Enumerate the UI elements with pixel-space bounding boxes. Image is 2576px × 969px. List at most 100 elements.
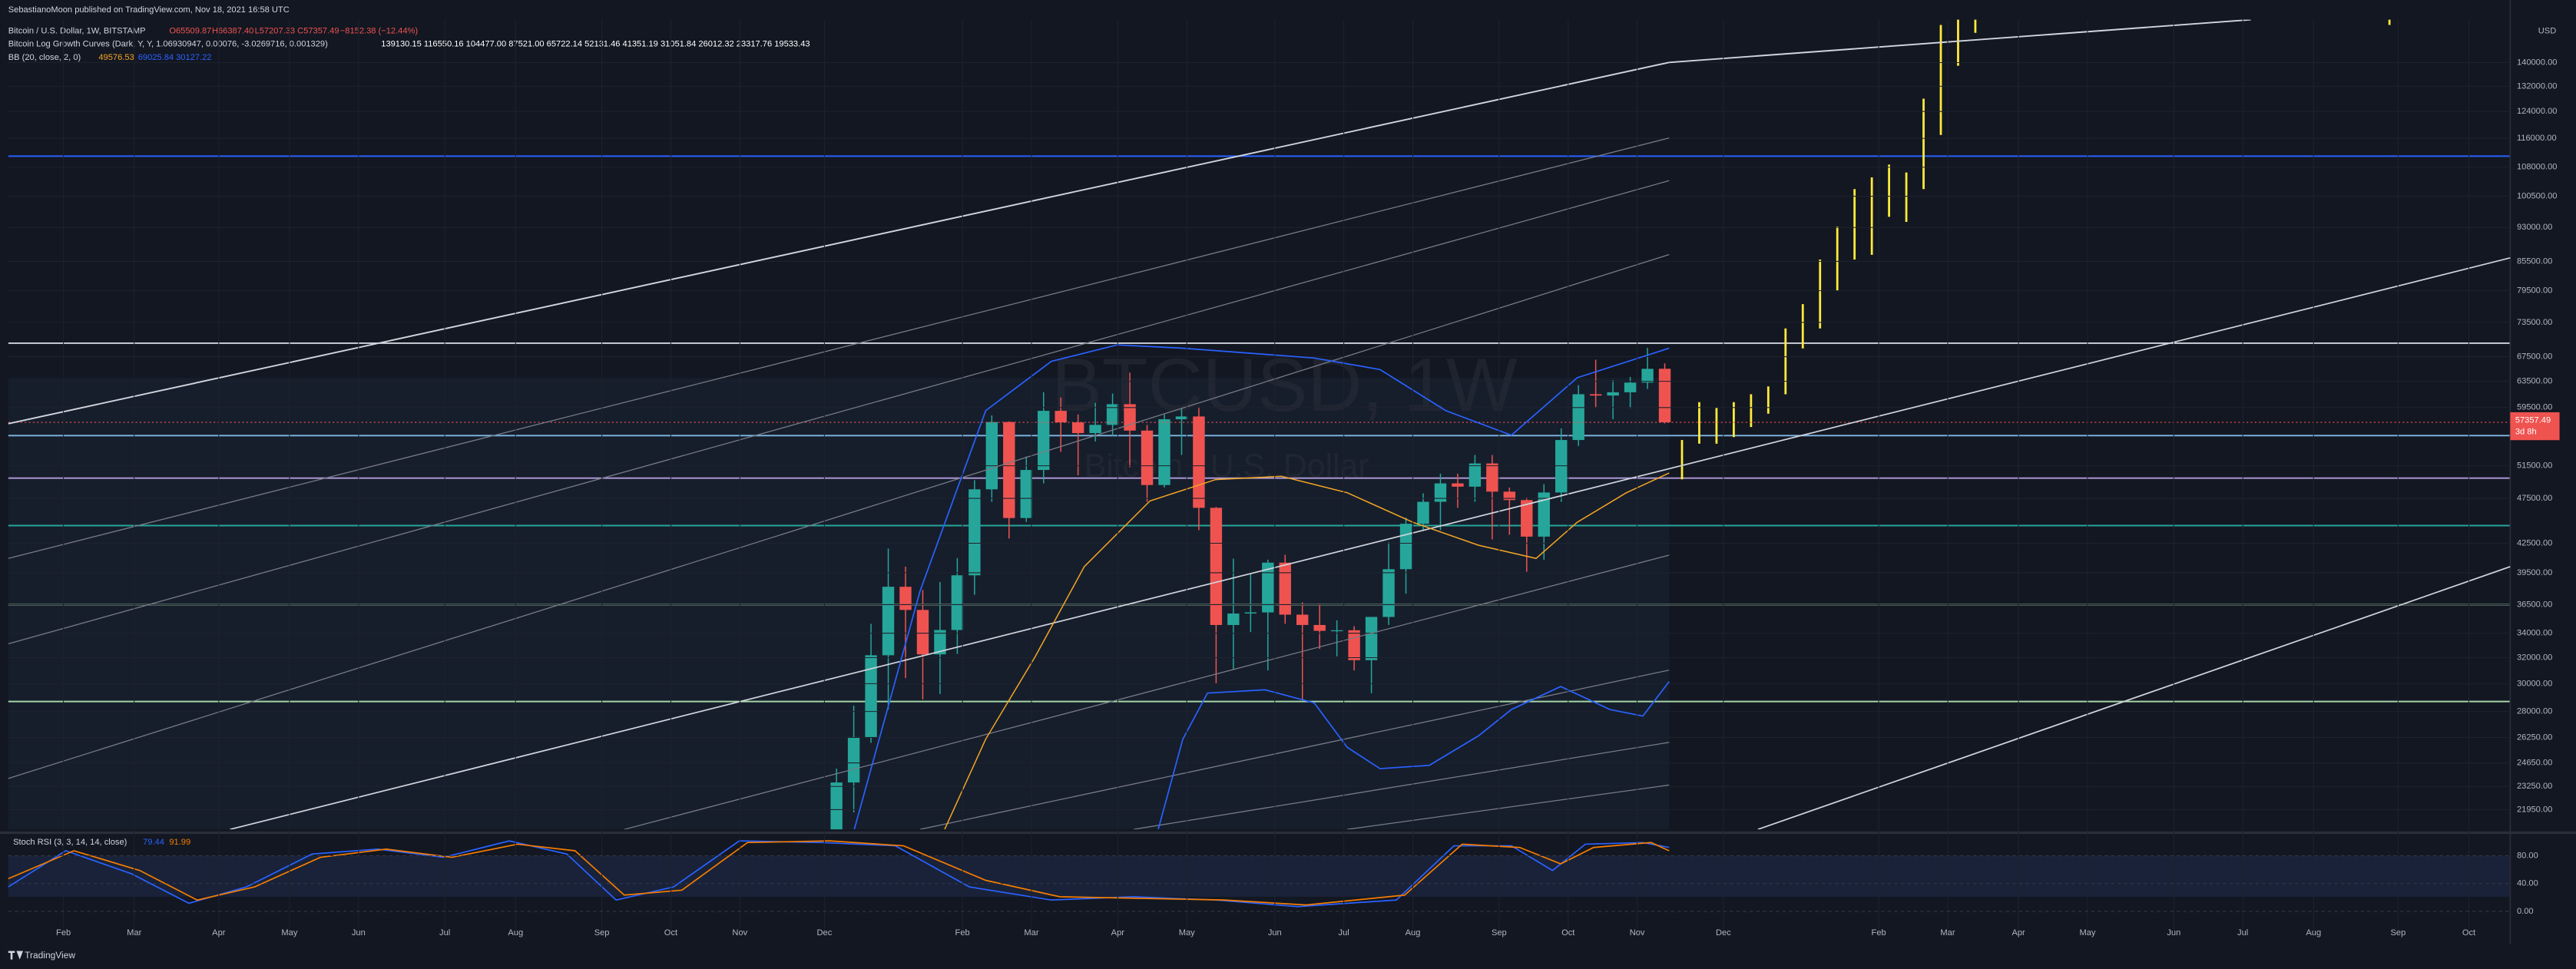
candle-body: [1262, 562, 1274, 613]
y-tick-label: 124000.00: [2517, 107, 2558, 116]
candle-body: [865, 655, 877, 737]
candle-body: [934, 630, 946, 655]
candle-body: [1296, 614, 1309, 625]
x-tick-label: Aug: [1406, 928, 1421, 938]
candle-body: [899, 587, 912, 610]
x-tick-label: Mar: [127, 928, 141, 938]
x-tick-label: Aug: [2306, 928, 2321, 938]
ohlc-close: C57357.49: [297, 27, 339, 36]
y-tick-label: 108000.00: [2517, 163, 2558, 172]
candle-body: [1020, 470, 1032, 518]
y-tick-label: 28000.00: [2517, 707, 2552, 716]
candle-body: [1624, 382, 1637, 392]
projection-area: [8, 377, 1670, 830]
x-tick-label: Feb: [56, 928, 71, 938]
y-tick-label: 21950.00: [2517, 805, 2552, 814]
x-tick-label: Oct: [2462, 928, 2475, 938]
curve-line: [8, 180, 1670, 645]
price-label-box: [2510, 412, 2560, 441]
y-tick-label: 132000.00: [2517, 81, 2558, 91]
x-tick-label: Dec: [817, 928, 833, 938]
candle-body: [1210, 508, 1223, 625]
trend-line: [230, 256, 2511, 830]
footer-brand: TradingView: [25, 950, 75, 961]
x-tick-label: Feb: [1872, 928, 1886, 938]
rsi-tick-label: 0.00: [2517, 907, 2534, 916]
trend-line: [1757, 566, 2511, 830]
price-label: 57357.49: [2515, 416, 2551, 425]
candle-body: [1365, 617, 1378, 660]
x-tick-label: Sep: [1492, 928, 1507, 938]
candle-body: [1399, 524, 1412, 570]
y-tick-label: 23250.00: [2517, 782, 2552, 791]
rsi-k-value: 79.44: [143, 838, 164, 847]
candle-body: [1089, 425, 1101, 434]
curve-line: [624, 554, 1670, 830]
candle-body: [1038, 411, 1050, 471]
x-tick-label: Apr: [2011, 928, 2025, 938]
candle-body: [1313, 624, 1326, 631]
x-tick-label: Jul: [2237, 928, 2248, 938]
x-tick-label: Jul: [1339, 928, 1349, 938]
x-tick-label: Oct: [664, 928, 677, 938]
bb-lower: [1157, 681, 1670, 830]
x-tick-label: May: [2079, 928, 2095, 938]
candle-body: [830, 782, 843, 830]
y-tick-label: 79500.00: [2517, 286, 2552, 296]
y-tick-label: 67500.00: [2517, 352, 2552, 361]
candle-body: [1521, 500, 1533, 537]
candle-body: [1382, 569, 1395, 617]
candle-body: [1572, 394, 1584, 441]
y-tick-label: 34000.00: [2517, 629, 2552, 638]
x-tick-label: Apr: [212, 928, 226, 938]
candle-body: [1641, 369, 1654, 383]
y-tick-label: 63500.00: [2517, 377, 2552, 386]
rsi-tick-label: 80.00: [2517, 851, 2538, 860]
x-tick-label: Nov: [732, 928, 747, 938]
y-tick-label: 47500.00: [2517, 494, 2552, 503]
plot: [8, 19, 2511, 830]
candle-body: [1417, 501, 1429, 524]
candle-body: [1452, 483, 1464, 487]
ohlc-open: O65509.87: [169, 27, 211, 36]
x-tick-label: Dec: [1716, 928, 1731, 938]
bb-upper: [853, 344, 1670, 830]
candle-body: [882, 587, 895, 656]
candle-body: [916, 610, 929, 655]
candle-body: [1141, 430, 1154, 485]
curve-line: [1346, 784, 1670, 830]
y-tick-label: 42500.00: [2517, 538, 2552, 547]
stoch-d: [8, 840, 1670, 906]
x-tick-label: Mar: [1940, 928, 1955, 938]
candle-body: [1658, 369, 1671, 423]
rsi-tick-label: 40.00: [2517, 879, 2538, 888]
x-tick-label: May: [281, 928, 297, 938]
candle-body: [1589, 394, 1602, 396]
ohlc-change: −8152.38 (−12.44%): [340, 27, 419, 36]
y-tick-label: 32000.00: [2517, 653, 2552, 662]
footer: [0, 944, 2576, 969]
x-tick-label: Jun: [1268, 928, 1282, 938]
x-tick-label: Jun: [2167, 928, 2180, 938]
candle-body: [1175, 416, 1188, 420]
x-tick-label: Mar: [1024, 928, 1038, 938]
candle-body: [847, 736, 860, 783]
bb-basis: [944, 472, 1670, 830]
currency: USD: [2538, 27, 2556, 36]
curve-line: [919, 670, 1670, 830]
indicator-label: Bitcoin Log Growth Curves (Dark, Y, Y, 1…: [8, 40, 328, 49]
x-tick-label: Aug: [508, 928, 523, 938]
y-tick-label: 39500.00: [2517, 568, 2552, 577]
candle-body: [1227, 613, 1240, 625]
y-tick-label: 73500.00: [2517, 318, 2552, 327]
candle-body: [1106, 404, 1119, 425]
y-tick-label: 116000.00: [2517, 134, 2557, 143]
y-tick-label: 93000.00: [2517, 223, 2552, 232]
rsi-band: [8, 855, 2511, 897]
bb-basis-value: 49576.53: [98, 53, 134, 62]
candle-body: [1279, 562, 1291, 615]
candle-body: [1193, 416, 1205, 508]
